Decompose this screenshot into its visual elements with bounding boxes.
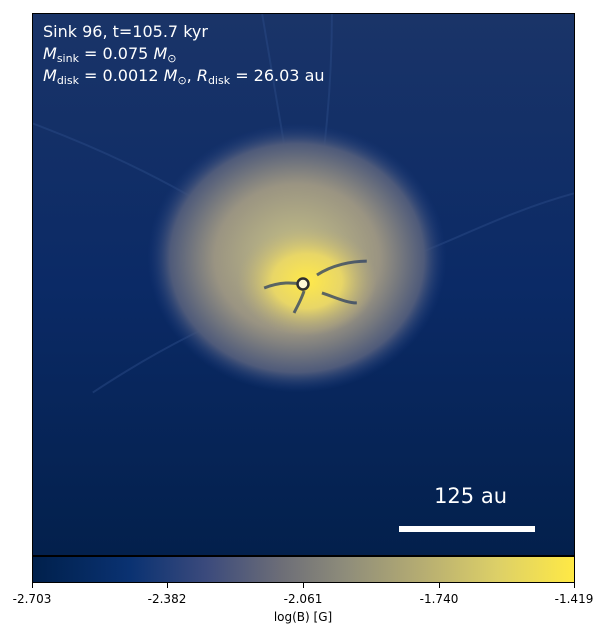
sink-particle-marker	[296, 277, 310, 291]
colorbar-tick	[574, 583, 575, 588]
colorbar-tick-label: -1.419	[554, 592, 594, 606]
colorbar-tick-label: -2.382	[147, 592, 187, 606]
scalebar-label: 125 au	[434, 484, 507, 508]
colorbar-tick-label: -1.740	[419, 592, 459, 606]
colorbar-tick	[167, 583, 168, 588]
field-image	[33, 14, 574, 555]
disk-info-line: Mdisk = 0.0012 M⊙, Rdisk = 26.03 au	[43, 66, 325, 87]
colorbar-tick	[32, 583, 33, 588]
magnetic-field-map: Sink 96, t=105.7 kyr Msink = 0.075 M⊙ Md…	[32, 13, 575, 556]
colorbar-tick	[439, 583, 440, 588]
colorbar-tick-label: -2.061	[283, 592, 323, 606]
sink-mass-line: Msink = 0.075 M⊙	[43, 44, 177, 65]
colorbar-tick	[303, 583, 304, 588]
scalebar	[399, 526, 535, 532]
colorbar-tick-label: -2.703	[12, 592, 52, 606]
sink-info-line: Sink 96, t=105.7 kyr	[43, 22, 208, 41]
colorbar-label: log(B) [G]	[273, 610, 333, 624]
colorbar	[32, 556, 575, 583]
